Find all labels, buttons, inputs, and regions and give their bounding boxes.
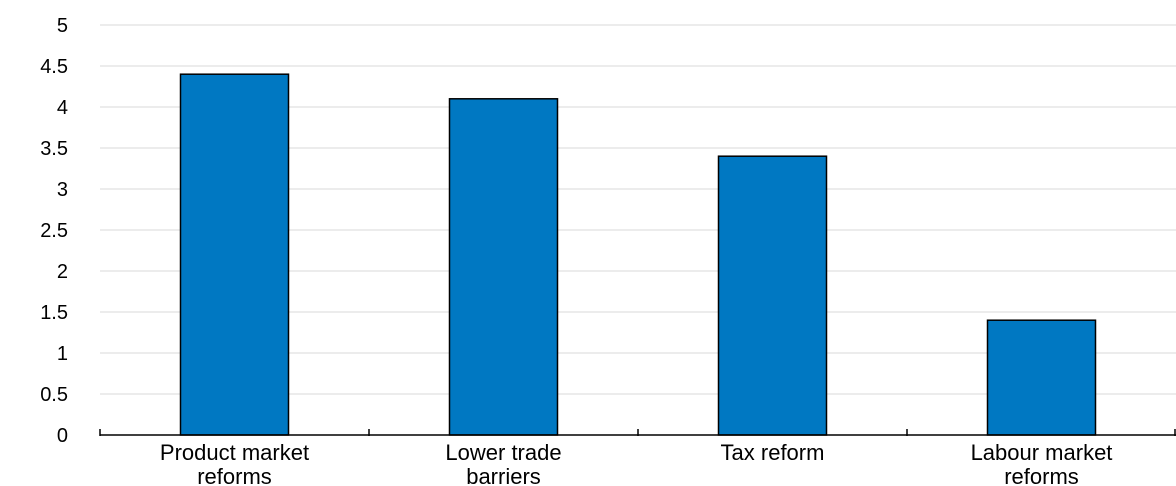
y-tick-label: 0: [57, 425, 68, 447]
category-label: Tax reform: [721, 440, 825, 465]
bar-2: [717, 155, 828, 436]
y-tick-label: 3: [57, 179, 68, 201]
bar-0: [179, 73, 290, 436]
y-tick-label: 4: [57, 97, 68, 119]
y-tick-label: 2: [57, 261, 68, 283]
x-axis: [99, 429, 1176, 436]
y-tick-label: 0.5: [40, 384, 68, 406]
y-tick-label: 3.5: [40, 138, 68, 160]
y-tick-label: 1: [57, 343, 68, 365]
bar-1: [448, 98, 559, 436]
category-label: reforms: [1004, 464, 1079, 486]
category-label: Product market: [160, 440, 309, 465]
category-label: Lower trade: [445, 440, 561, 465]
bars: [179, 73, 1097, 436]
y-tick-label: 1.5: [40, 302, 68, 324]
y-axis-tick-labels: 0 0.5 1 1.5 2 2.5 3 3.5 4 4.5 5: [40, 15, 68, 447]
category-label: reforms: [197, 464, 272, 486]
y-tick-label: 5: [57, 15, 68, 37]
y-tick-label: 4.5: [40, 56, 68, 78]
y-tick-label: 2.5: [40, 220, 68, 242]
category-label: barriers: [466, 464, 541, 486]
bar-3: [986, 319, 1097, 436]
category-label: Labour market: [971, 440, 1113, 465]
